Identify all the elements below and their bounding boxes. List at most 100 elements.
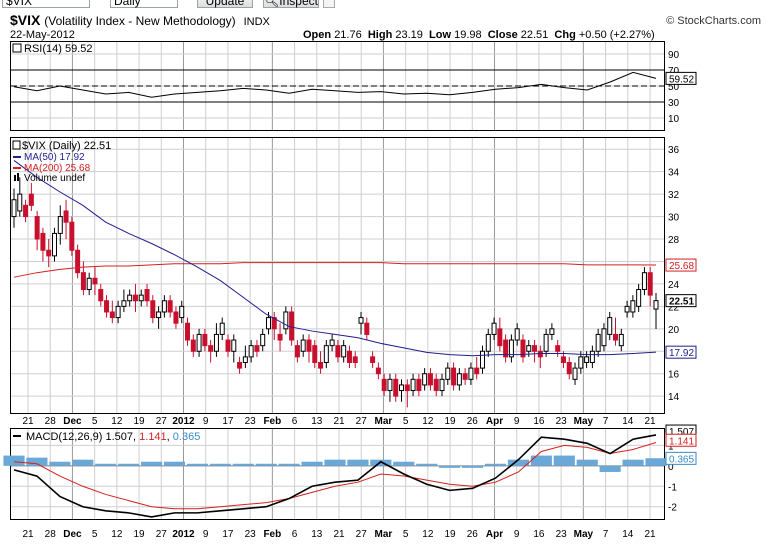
macd-histogram-bar — [49, 461, 71, 466]
candle-body — [63, 210, 69, 223]
x-tick-label: 19 — [134, 529, 146, 540]
update-button[interactable]: Update — [197, 0, 253, 8]
x-tick-label: 26 — [467, 529, 479, 540]
candle — [92, 267, 98, 296]
candle — [381, 373, 387, 397]
x-tick-label: Dec — [63, 416, 82, 427]
candle — [57, 205, 63, 245]
candle-body — [289, 311, 295, 341]
candle — [462, 368, 468, 385]
candle-body — [491, 322, 497, 335]
candle — [46, 239, 52, 268]
macd-histogram-bar — [72, 459, 94, 466]
candle-body — [451, 367, 457, 386]
candle-body — [283, 311, 289, 330]
description-label: (Volatility Index - New Methodology) — [44, 14, 236, 28]
candle-body — [578, 356, 584, 369]
candle-body — [179, 305, 185, 319]
candle — [161, 295, 167, 318]
candle-body — [526, 345, 532, 352]
candle-body — [92, 277, 98, 285]
inspect-button[interactable]: 🔍︎Inspect — [263, 0, 319, 8]
candle-body — [265, 317, 271, 330]
candle-body — [364, 322, 370, 335]
candle — [370, 351, 376, 369]
candle — [543, 328, 549, 357]
x-tick-label: 21 — [644, 416, 656, 427]
candle-body — [213, 333, 219, 352]
candle-body — [75, 249, 81, 274]
candle-body — [254, 345, 260, 352]
axis-labels: 1030507090141618202224262830323436-2-101… — [22, 50, 697, 540]
candle — [422, 368, 428, 391]
volume-legend-text: Volume undef — [24, 173, 85, 184]
x-tick-label: 14 — [622, 529, 634, 540]
period-select[interactable]: Daily — [110, 0, 178, 8]
price-tick-label: 22 — [668, 302, 680, 313]
candle — [560, 351, 566, 369]
candle-body — [387, 378, 393, 392]
candle-body — [566, 361, 572, 375]
candle — [578, 351, 584, 374]
candle-body — [161, 300, 167, 313]
candle — [613, 317, 619, 346]
candle-body — [127, 294, 133, 302]
macd-line — [13, 434, 657, 518]
volume-legend-swatch — [14, 175, 16, 181]
candle-body — [231, 339, 237, 352]
candle-body — [329, 339, 335, 347]
macd-histogram-bar — [439, 465, 461, 468]
candle — [109, 300, 115, 324]
candle — [208, 340, 214, 363]
candle — [410, 373, 416, 397]
candle-body — [497, 328, 503, 347]
x-tick-label: Feb — [263, 529, 281, 540]
candle-body — [607, 317, 613, 335]
candle — [572, 362, 578, 385]
symbol-input[interactable]: $VIX — [2, 0, 90, 8]
price-tick-label: 16 — [668, 370, 680, 381]
x-tick-label: 9 — [514, 529, 520, 540]
candle — [312, 340, 318, 369]
candle — [520, 334, 526, 363]
x-tick-label: Feb — [263, 416, 281, 427]
x-tick-label: 6 — [292, 529, 298, 540]
macd-legend-signal: 1.141 — [139, 431, 167, 443]
candle — [271, 311, 277, 341]
candle — [104, 295, 110, 318]
candle — [618, 328, 624, 352]
macd-histogram-bar — [209, 463, 231, 466]
candle — [202, 328, 208, 352]
candle-body — [514, 328, 520, 341]
high-value: 23.19 — [395, 29, 423, 41]
candle — [63, 199, 69, 240]
candle-body — [80, 272, 86, 291]
candle-body — [17, 193, 23, 212]
price-tick-label: 28 — [668, 235, 680, 246]
candle — [630, 295, 636, 318]
brand-label[interactable]: © StockCharts.com — [666, 15, 761, 27]
x-tick-label: 19 — [134, 416, 146, 427]
candle-body — [370, 356, 376, 363]
candle — [138, 289, 144, 307]
x-tick-label: 28 — [45, 416, 57, 427]
macd-legend-name: MACD(12,26,9) — [26, 431, 102, 443]
candle — [335, 340, 341, 363]
x-tick-label: 16 — [533, 416, 545, 427]
rsi-legend-text: RSI(14) 59.52 — [24, 43, 92, 55]
ma200-line — [13, 262, 657, 278]
candle — [17, 177, 23, 217]
candle-body — [23, 204, 29, 218]
candle-body — [248, 345, 254, 358]
candle-body — [422, 373, 428, 386]
candle-body — [225, 339, 231, 352]
rsi-tick-label: 30 — [668, 98, 680, 109]
candle-body — [439, 378, 445, 392]
macd-histogram-bar — [622, 459, 644, 466]
date-label: 22-May-2012 — [10, 29, 75, 41]
candle-body — [271, 317, 277, 330]
inspect-checkbox[interactable] — [323, 0, 335, 8]
x-tick-label: 12 — [422, 416, 434, 427]
ohlc-summary: Open 21.76 High 23.19 Low 19.98 Close 22… — [303, 29, 655, 41]
candle-body — [202, 333, 208, 347]
